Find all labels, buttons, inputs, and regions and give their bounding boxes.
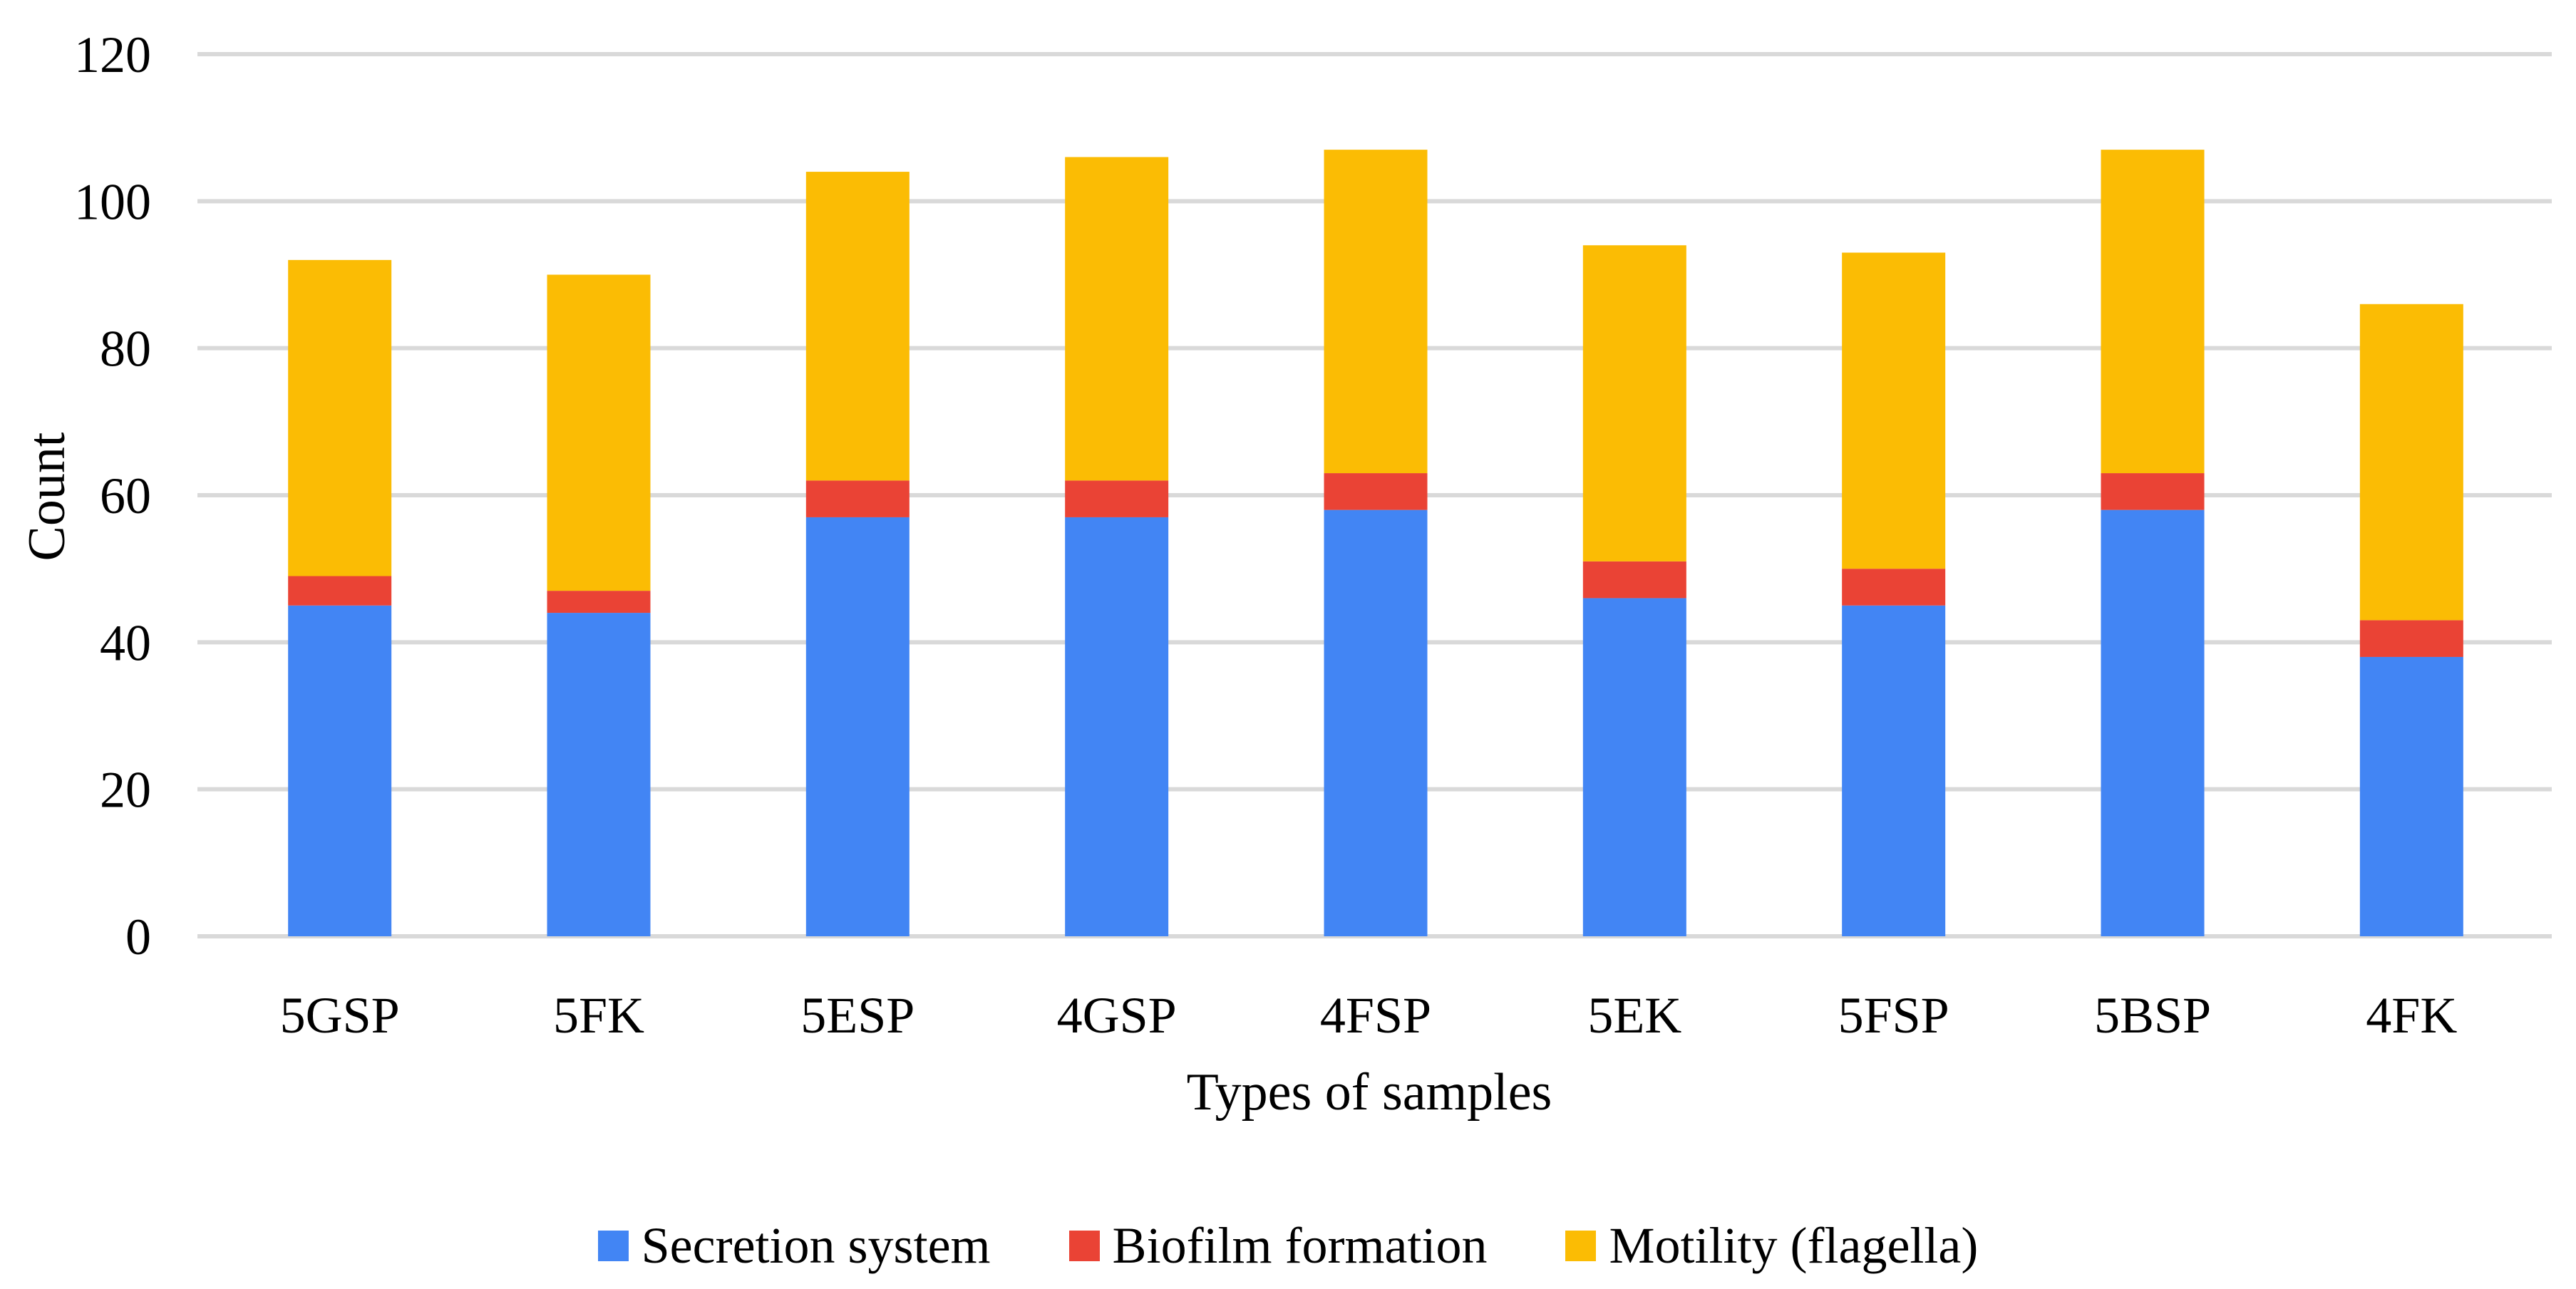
y-tick-label-80: 80 bbox=[100, 321, 151, 378]
y-tick-label-20: 20 bbox=[100, 762, 151, 819]
bar-segment-5BSP-secretion-system bbox=[2101, 509, 2205, 936]
bar-segment-4GSP-secretion-system bbox=[1065, 517, 1169, 936]
bar-segment-5FK-motility-flagella bbox=[547, 274, 651, 591]
bar-segment-4FK-biofilm-formation bbox=[2359, 620, 2463, 657]
legend-label-biofilm-formation: Biofilm formation bbox=[1112, 1217, 1488, 1274]
bar-segment-5FSP-motility-flagella bbox=[1842, 252, 1946, 569]
bar-segment-4GSP-motility-flagella bbox=[1065, 157, 1169, 481]
x-tick-label-4GSP: 4GSP bbox=[1057, 987, 1177, 1044]
bar-segment-5EK-motility-flagella bbox=[1582, 245, 1686, 561]
legend-item-motility-flagella: Motility (flagella) bbox=[1565, 1220, 1978, 1271]
y-tick-label-60: 60 bbox=[100, 467, 151, 524]
bar-segment-5GSP-motility-flagella bbox=[288, 259, 392, 576]
bar-segment-5GSP-secretion-system bbox=[288, 605, 392, 936]
bar-segment-4FSP-biofilm-formation bbox=[1324, 473, 1428, 510]
bar-segment-4GSP-biofilm-formation bbox=[1065, 480, 1169, 517]
bar-segment-5FK-secretion-system bbox=[547, 613, 651, 936]
legend-swatch-biofilm-formation bbox=[1068, 1230, 1100, 1261]
bar-segment-5BSP-biofilm-formation bbox=[2101, 473, 2205, 510]
x-tick-label-5GSP: 5GSP bbox=[280, 987, 400, 1044]
legend-swatch-secretion-system bbox=[597, 1230, 629, 1261]
bar-segment-5FSP-secretion-system bbox=[1842, 605, 1946, 936]
bar-segment-5ESP-biofilm-formation bbox=[805, 480, 910, 517]
bar-segment-4FK-motility-flagella bbox=[2359, 304, 2463, 621]
bar-segment-5BSP-motility-flagella bbox=[2101, 150, 2205, 474]
y-tick-label-40: 40 bbox=[100, 614, 151, 671]
x-axis-title: Types of samples bbox=[1186, 1063, 1552, 1122]
bar-segment-5EK-biofilm-formation bbox=[1582, 561, 1686, 599]
bar-segment-4FSP-motility-flagella bbox=[1324, 150, 1428, 474]
x-tick-label-5EK: 5EK bbox=[1587, 987, 1681, 1044]
legend-label-motility-flagella: Motility (flagella) bbox=[1609, 1217, 1979, 1274]
x-tick-label-5ESP: 5ESP bbox=[800, 987, 915, 1044]
y-axis-title: Count bbox=[18, 432, 76, 561]
legend-label-secretion-system: Secretion system bbox=[641, 1217, 991, 1274]
x-tick-label-4FK: 4FK bbox=[2366, 987, 2457, 1044]
y-tick-label-100: 100 bbox=[74, 173, 151, 230]
x-tick-label-5BSP: 5BSP bbox=[2094, 987, 2211, 1044]
bar-segment-4FSP-secretion-system bbox=[1324, 509, 1428, 936]
bar-segment-5EK-secretion-system bbox=[1582, 598, 1686, 936]
bar-segment-4FK-secretion-system bbox=[2359, 656, 2463, 936]
x-tick-label-5FK: 5FK bbox=[553, 987, 644, 1044]
y-tick-label-120: 120 bbox=[74, 26, 151, 83]
bar-segment-5ESP-motility-flagella bbox=[805, 172, 910, 481]
legend-swatch-motility-flagella bbox=[1565, 1230, 1597, 1261]
bar-segment-5FK-biofilm-formation bbox=[547, 591, 651, 614]
x-tick-label-4FSP: 4FSP bbox=[1320, 987, 1431, 1044]
bar-segment-5ESP-secretion-system bbox=[805, 517, 910, 936]
x-tick-label-5FSP: 5FSP bbox=[1838, 987, 1949, 1044]
legend-item-secretion-system: Secretion system bbox=[597, 1217, 991, 1274]
legend: Secretion system Biofilm formation Motil… bbox=[0, 1220, 2576, 1271]
y-tick-label-0: 0 bbox=[125, 908, 151, 966]
bar-segment-5GSP-biofilm-formation bbox=[288, 576, 392, 606]
bar-segment-5FSP-biofilm-formation bbox=[1842, 569, 1946, 606]
legend-item-biofilm-formation: Biofilm formation bbox=[1068, 1217, 1488, 1274]
